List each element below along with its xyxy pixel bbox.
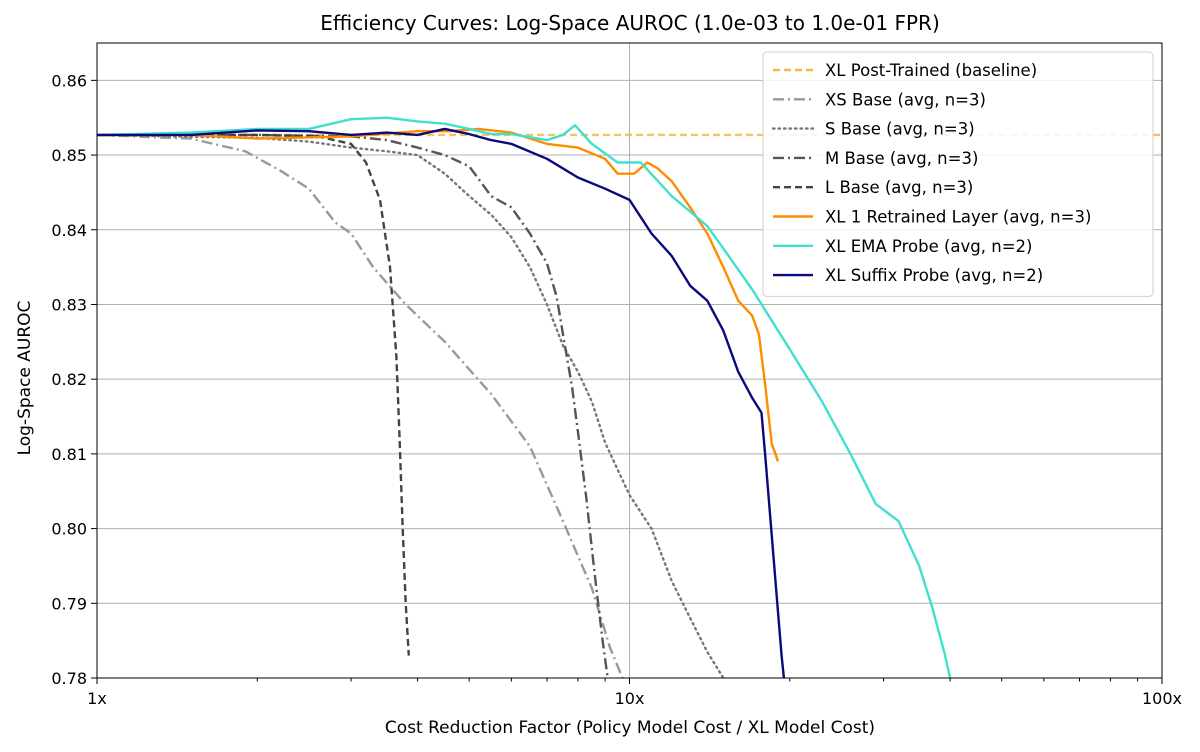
legend-label: XL EMA Probe (avg, n=2): [825, 237, 1032, 256]
series-line-2: [97, 133, 725, 678]
y-tick-label: 0.79: [51, 594, 87, 613]
chart-title: Efficiency Curves: Log-Space AUROC (1.0e…: [320, 11, 940, 35]
series-line-1: [97, 133, 624, 678]
y-tick-label: 0.86: [51, 71, 87, 90]
x-tick-label: 1x: [87, 689, 107, 708]
y-tick-label: 0.85: [51, 146, 87, 165]
y-tick-label: 0.84: [51, 221, 87, 240]
series-line-6: [97, 116, 952, 678]
legend: XL Post-Trained (baseline) XS Base (avg, …: [762, 51, 1154, 297]
x-axis-label: Cost Reduction Factor (Policy Model Cost…: [385, 718, 875, 738]
y-tick-label: 0.83: [51, 295, 87, 314]
series-line-7: [97, 127, 786, 678]
series-line-5: [97, 127, 780, 462]
legend-label: S Base (avg, n=3): [825, 120, 975, 139]
series-layer: [97, 116, 1162, 678]
x-tick-label: 10x: [615, 689, 645, 708]
legend-label: M Base (avg, n=3): [825, 149, 978, 168]
ticks: 0.78 0.79 0.80 0.81 0.82 0.83 0.84 0.85 0.86 1x 10…: [51, 71, 1182, 708]
series-line-3: [97, 133, 609, 678]
y-tick-label: 0.80: [51, 520, 87, 539]
legend-label: XL 1 Retrained Layer (avg, n=3): [825, 208, 1091, 227]
x-tick-label: 100x: [1142, 689, 1182, 708]
series-line-4: [97, 133, 410, 656]
y-axis-label: Log-Space AUROC: [15, 301, 35, 456]
legend-label: XL Post-Trained (baseline): [825, 61, 1037, 80]
y-tick-label: 0.81: [51, 445, 87, 464]
legend-label: XS Base (avg, n=3): [825, 90, 986, 109]
legend-label: XL Suffix Probe (avg, n=2): [825, 266, 1043, 285]
legend-label: L Base (avg, n=3): [825, 178, 973, 197]
y-tick-label: 0.82: [51, 370, 87, 389]
y-tick-label: 0.78: [51, 669, 87, 688]
legend-box: [762, 51, 1154, 297]
